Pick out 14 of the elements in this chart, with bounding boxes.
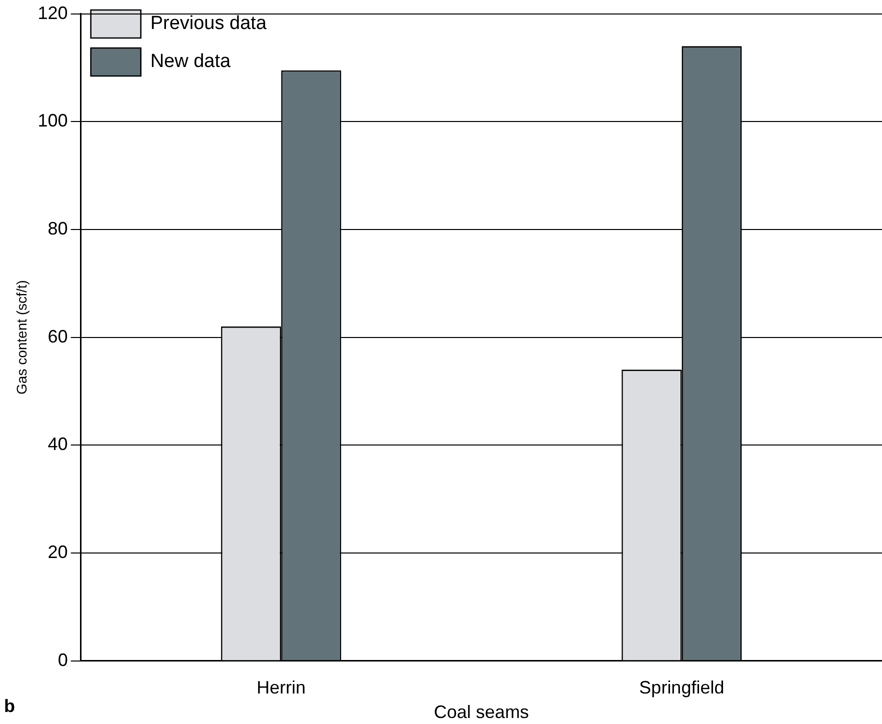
legend-label: Previous data <box>150 13 267 34</box>
y-tick-label: 100 <box>38 110 68 131</box>
y-axis-title: Gas content (scf/t) <box>13 280 30 394</box>
x-tick-label: Herrin <box>256 678 306 698</box>
y-tick-label: 80 <box>48 218 68 238</box>
y-tick-label: 120 <box>38 2 68 23</box>
x-axis-title: Coal seams <box>434 702 529 722</box>
y-tick-label: 40 <box>48 434 68 454</box>
legend-label: New data <box>150 51 232 72</box>
y-tick-label: 60 <box>48 326 68 346</box>
text: b <box>4 696 15 717</box>
y-tick-label: 0 <box>58 650 68 670</box>
x-tick-label: Springfield <box>639 678 724 698</box>
y-tick-label: 20 <box>48 542 68 562</box>
